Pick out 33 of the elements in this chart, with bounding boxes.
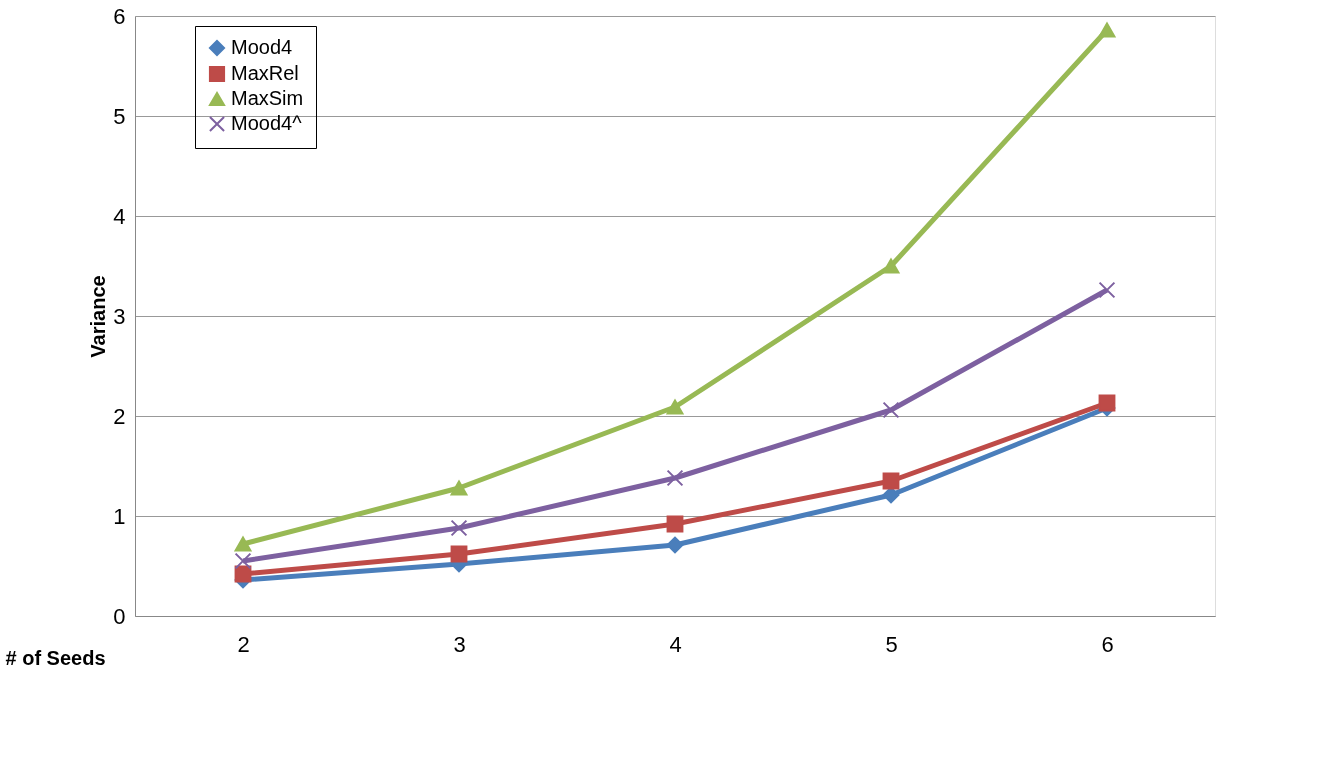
y-tick-label: 3 [113,303,126,329]
point [666,469,684,487]
y-tick-label: 0 [113,603,126,629]
point [234,536,252,552]
point [450,519,468,537]
point [1098,394,1116,412]
point [882,401,900,419]
x-tick-label: 3 [453,631,466,657]
legend-label: Mood4 [231,36,293,58]
y-tick-label: 1 [113,503,126,529]
point [666,399,684,415]
y-tick-label: 4 [113,203,126,229]
point [1098,22,1116,38]
y-axis-title: Variance [87,275,110,358]
point [450,545,468,563]
x-tick-label: 2 [237,631,250,657]
point [666,536,684,554]
point [234,552,252,570]
x-tick-label: 5 [885,631,898,657]
x-tick-label: 4 [669,631,682,657]
x-tick-label: 6 [1101,631,1114,657]
point [666,515,684,533]
point [882,472,900,490]
y-tick-label: 2 [113,403,126,429]
point [1098,281,1116,299]
legend-label: MaxSim [231,87,304,109]
legend-label: Mood4^ [231,112,303,134]
y-tick-label: 5 [113,103,126,129]
point [882,258,900,274]
legend-label: MaxRel [231,62,299,84]
x-axis-title: # of Seeds [5,646,106,669]
point [450,480,468,496]
y-tick-label: 6 [113,3,126,29]
